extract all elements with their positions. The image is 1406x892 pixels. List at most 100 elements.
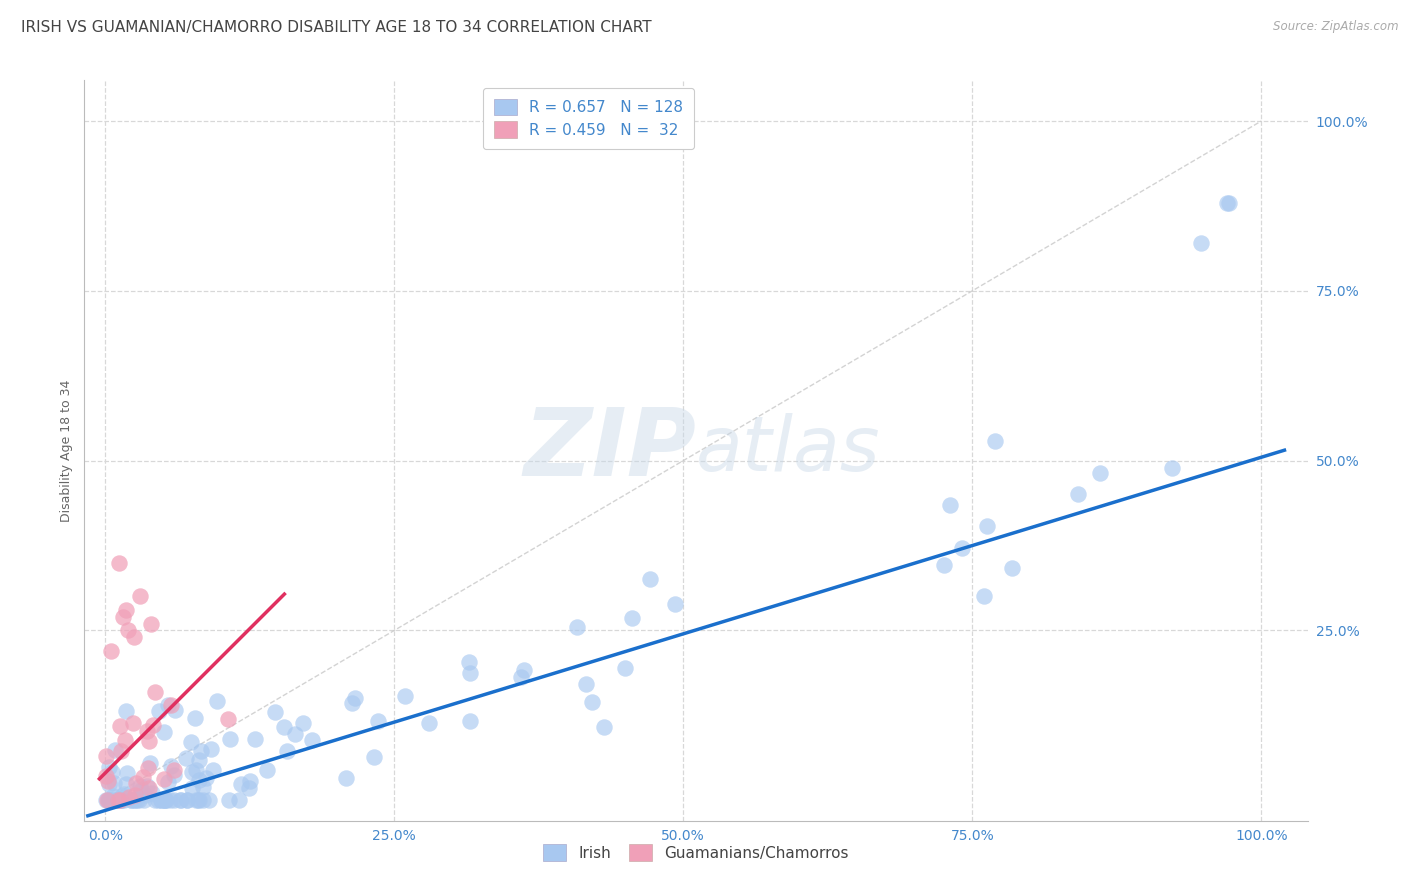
Point (97, 760, 120, 774)
Point (156, 775, 179, 789)
Point (96, 769, 118, 783)
Point (136, 723, 159, 738)
Point (184, 763, 207, 777)
Point (284, 727, 307, 741)
Point (218, 792, 240, 806)
Point (939, 498, 962, 512)
Point (135, 779, 157, 793)
Point (129, 780, 152, 794)
Point (180, 764, 202, 779)
Point (101, 792, 124, 806)
Point (96, 748, 118, 763)
Point (239, 774, 262, 789)
Point (418, 715, 440, 730)
Point (218, 731, 240, 746)
Point (614, 661, 637, 675)
Point (101, 792, 124, 806)
Point (593, 720, 616, 734)
Point (620, 611, 643, 625)
Point (458, 656, 481, 670)
Point (169, 792, 191, 806)
Point (1218, 195, 1240, 210)
Point (176, 792, 198, 806)
Point (128, 590, 150, 604)
Text: atlas: atlas (696, 414, 880, 487)
Point (120, 792, 142, 806)
Point (108, 792, 131, 806)
Point (105, 792, 128, 806)
Point (103, 775, 125, 789)
Point (96, 792, 118, 806)
Point (153, 792, 176, 806)
Point (565, 619, 588, 633)
Point (150, 792, 173, 806)
Point (458, 714, 481, 728)
Point (160, 698, 183, 712)
Point (122, 792, 145, 806)
Point (159, 792, 181, 806)
Point (363, 750, 385, 764)
Point (115, 603, 138, 617)
Point (108, 792, 131, 806)
Point (118, 789, 141, 804)
Point (124, 792, 146, 806)
Point (163, 763, 186, 777)
Point (153, 792, 176, 806)
Point (142, 718, 165, 732)
Point (200, 742, 222, 756)
Point (112, 792, 135, 806)
Point (932, 558, 955, 572)
Point (104, 792, 127, 806)
Point (229, 777, 252, 791)
Point (638, 572, 661, 586)
Point (98, 792, 121, 806)
Point (194, 771, 217, 785)
Point (512, 663, 534, 677)
Point (950, 541, 973, 555)
Point (984, 434, 1007, 449)
Point (163, 767, 186, 781)
Point (190, 744, 212, 758)
Point (100, 644, 122, 658)
Point (197, 792, 219, 806)
Point (1189, 236, 1212, 251)
Point (120, 792, 142, 806)
Point (110, 792, 132, 806)
Point (176, 792, 198, 806)
Point (107, 792, 129, 806)
Point (115, 765, 138, 780)
Point (138, 761, 160, 775)
Point (111, 610, 134, 624)
Point (108, 719, 131, 733)
Point (581, 695, 603, 709)
Text: IRISH VS GUAMANIAN/CHAMORRO DISABILITY AGE 18 TO 34 CORRELATION CHART: IRISH VS GUAMANIAN/CHAMORRO DISABILITY A… (21, 20, 652, 35)
Point (188, 792, 211, 806)
Text: Source: ZipAtlas.com: Source: ZipAtlas.com (1274, 20, 1399, 33)
Point (575, 676, 598, 690)
Point (124, 788, 146, 802)
Point (159, 759, 181, 773)
Point (165, 703, 187, 717)
Point (201, 764, 224, 778)
Point (153, 792, 176, 806)
Point (187, 753, 209, 767)
Point (344, 691, 367, 706)
Point (134, 789, 156, 803)
Point (143, 792, 166, 806)
Point (162, 792, 184, 806)
Point (1090, 467, 1112, 481)
Point (228, 792, 250, 806)
Point (264, 705, 287, 719)
Point (155, 792, 177, 806)
Point (97, 774, 120, 789)
Point (973, 590, 995, 604)
Point (1215, 195, 1237, 210)
Point (104, 743, 127, 757)
Point (110, 792, 132, 806)
Point (367, 714, 389, 728)
Point (664, 597, 686, 611)
Point (124, 775, 146, 789)
Point (301, 732, 323, 747)
Point (273, 720, 295, 734)
Point (510, 670, 533, 684)
